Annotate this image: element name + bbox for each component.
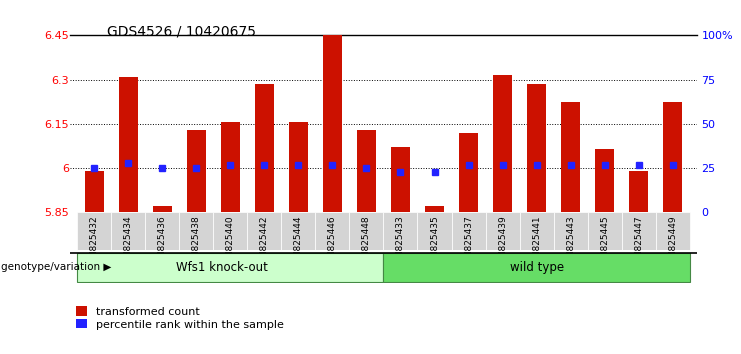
FancyBboxPatch shape xyxy=(316,212,350,250)
Text: wild type: wild type xyxy=(510,261,564,274)
FancyBboxPatch shape xyxy=(451,212,485,250)
Text: GSM825439: GSM825439 xyxy=(498,215,507,270)
FancyBboxPatch shape xyxy=(519,212,554,250)
FancyBboxPatch shape xyxy=(247,212,282,250)
Bar xyxy=(323,29,342,212)
Text: GSM825447: GSM825447 xyxy=(634,215,643,270)
FancyBboxPatch shape xyxy=(179,212,213,250)
Bar xyxy=(221,122,239,212)
FancyBboxPatch shape xyxy=(145,212,179,250)
Text: GSM825438: GSM825438 xyxy=(192,215,201,270)
Text: GSM825445: GSM825445 xyxy=(600,215,609,270)
Bar xyxy=(459,133,478,212)
FancyBboxPatch shape xyxy=(656,212,690,250)
FancyBboxPatch shape xyxy=(77,212,111,250)
Text: GSM825433: GSM825433 xyxy=(396,215,405,270)
Text: Wfs1 knock-out: Wfs1 knock-out xyxy=(176,261,268,274)
Text: GSM825440: GSM825440 xyxy=(226,215,235,270)
Bar xyxy=(153,206,172,212)
Text: GSM825449: GSM825449 xyxy=(668,215,677,270)
Bar xyxy=(119,77,138,212)
Text: GSM825446: GSM825446 xyxy=(328,215,337,270)
FancyBboxPatch shape xyxy=(350,212,384,250)
Bar xyxy=(187,130,206,212)
FancyBboxPatch shape xyxy=(622,212,656,250)
Text: GSM825443: GSM825443 xyxy=(566,215,575,270)
FancyBboxPatch shape xyxy=(384,253,690,282)
Bar xyxy=(391,148,410,212)
Bar xyxy=(663,102,682,212)
FancyBboxPatch shape xyxy=(77,253,384,282)
Text: GSM825442: GSM825442 xyxy=(260,215,269,270)
Text: genotype/variation ▶: genotype/variation ▶ xyxy=(1,262,112,272)
FancyBboxPatch shape xyxy=(554,212,588,250)
Text: GSM825434: GSM825434 xyxy=(124,215,133,270)
Bar xyxy=(255,84,273,212)
Bar xyxy=(289,122,308,212)
FancyBboxPatch shape xyxy=(485,212,519,250)
FancyBboxPatch shape xyxy=(384,212,417,250)
Text: GSM825448: GSM825448 xyxy=(362,215,371,270)
Bar xyxy=(85,171,104,212)
Bar xyxy=(357,130,376,212)
FancyBboxPatch shape xyxy=(417,212,451,250)
FancyBboxPatch shape xyxy=(111,212,145,250)
Text: GDS4526 / 10420675: GDS4526 / 10420675 xyxy=(107,25,256,39)
Text: GSM825444: GSM825444 xyxy=(294,215,303,270)
Text: GSM825435: GSM825435 xyxy=(430,215,439,270)
Text: GSM825437: GSM825437 xyxy=(464,215,473,270)
Bar xyxy=(595,149,614,212)
FancyBboxPatch shape xyxy=(213,212,247,250)
Bar xyxy=(629,171,648,212)
Legend: transformed count, percentile rank within the sample: transformed count, percentile rank withi… xyxy=(76,307,284,330)
Bar xyxy=(425,206,444,212)
FancyBboxPatch shape xyxy=(282,212,316,250)
Bar xyxy=(528,84,546,212)
Bar xyxy=(561,102,580,212)
Text: GSM825441: GSM825441 xyxy=(532,215,541,270)
Bar xyxy=(494,75,512,212)
Text: GSM825432: GSM825432 xyxy=(90,215,99,270)
Text: GSM825436: GSM825436 xyxy=(158,215,167,270)
FancyBboxPatch shape xyxy=(588,212,622,250)
